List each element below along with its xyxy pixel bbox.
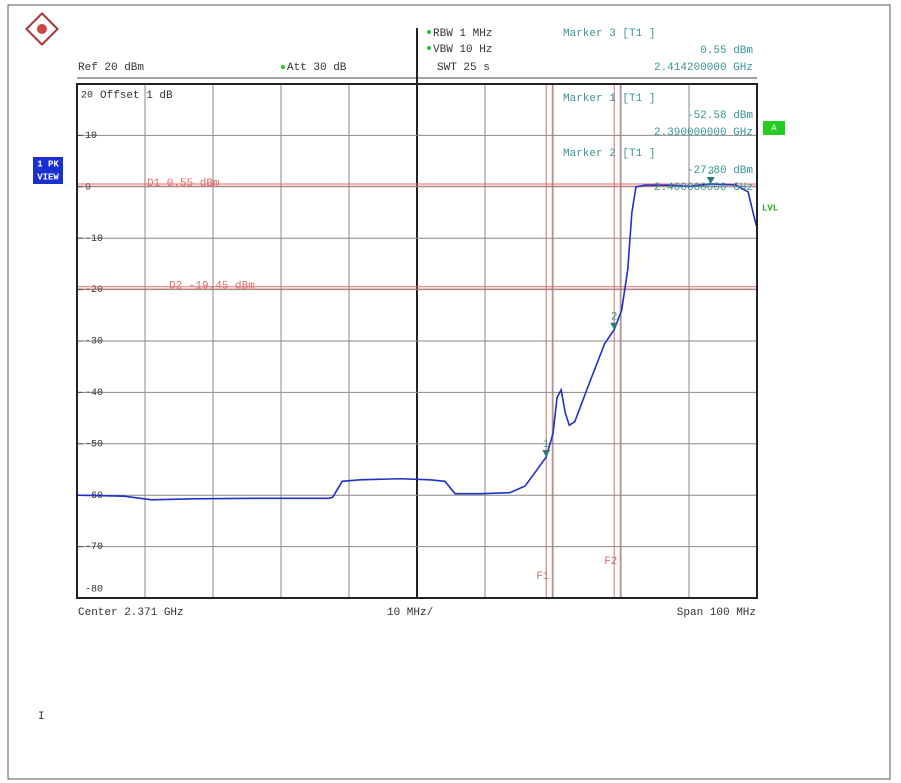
bullet [427,46,431,50]
marker-frequency: 2.390000000 GHz [654,127,753,139]
swt: SWT 25 s [437,62,490,74]
trace-badge-text: A [771,123,777,133]
offset: Offset 1 dB [100,90,173,102]
y-tick-label: 10 [85,131,97,142]
center-label: Center 2.371 GHz [78,607,184,619]
y-tick-label: -40 [85,388,103,399]
y-tick-label: -50 [85,439,103,450]
marker-name: Marker 1 [T1 ] [563,93,655,105]
note: I [38,711,45,723]
view-badge-text: 1 PK [37,159,59,169]
marker [610,322,619,330]
y-tick-label: -10 [85,234,103,245]
lvl-badge: LVL [762,203,778,213]
y-tick-label: 20 [81,91,93,102]
page-border [7,4,891,780]
display-line-label: D1 0.55 dBm [147,178,220,190]
marker-value: -27.80 dBm [687,165,753,177]
view-badge-text: VIEW [37,172,59,182]
attenuation: Att 30 dB [287,62,347,74]
frequency-line-label: F1 [536,571,550,583]
trace [76,183,758,501]
marker [542,450,551,458]
division-label: 10 MHz/ [387,607,433,619]
marker-number: 1 [543,439,550,451]
marker-frequency: 2.414200000 GHz [654,62,753,74]
marker-number: 3 [707,166,714,178]
plot-frame [76,83,758,599]
display-line-label: D2 -19.45 dBm [169,281,255,293]
marker-value: -52.58 dBm [687,110,753,122]
logo [25,12,59,46]
view-badge [33,157,63,184]
vbw: VBW 10 Hz [433,44,492,56]
span-label: Span 100 MHz [677,607,756,619]
y-tick-label: -30 [85,337,103,348]
marker-name: Marker 2 [T1 ] [563,148,655,160]
marker-frequency: 2.400000000 GHz [654,182,753,194]
bullet [281,65,285,69]
trace-badge [763,121,785,135]
marker-name: Marker 3 [T1 ] [563,28,655,40]
rbw: RBW 1 MHz [433,28,492,40]
marker-number: 2 [611,312,618,324]
marker-value: 0.55 dBm [700,45,753,57]
y-tick-label: -70 [85,542,103,553]
frequency-line-label: F2 [604,556,617,568]
marker [706,176,715,184]
y-tick-label: -80 [85,585,103,596]
bullet [427,30,431,34]
y-tick-label: 0 [85,182,91,193]
ref-level: Ref 20 dBm [78,62,144,74]
y-tick-label: -20 [85,285,103,296]
